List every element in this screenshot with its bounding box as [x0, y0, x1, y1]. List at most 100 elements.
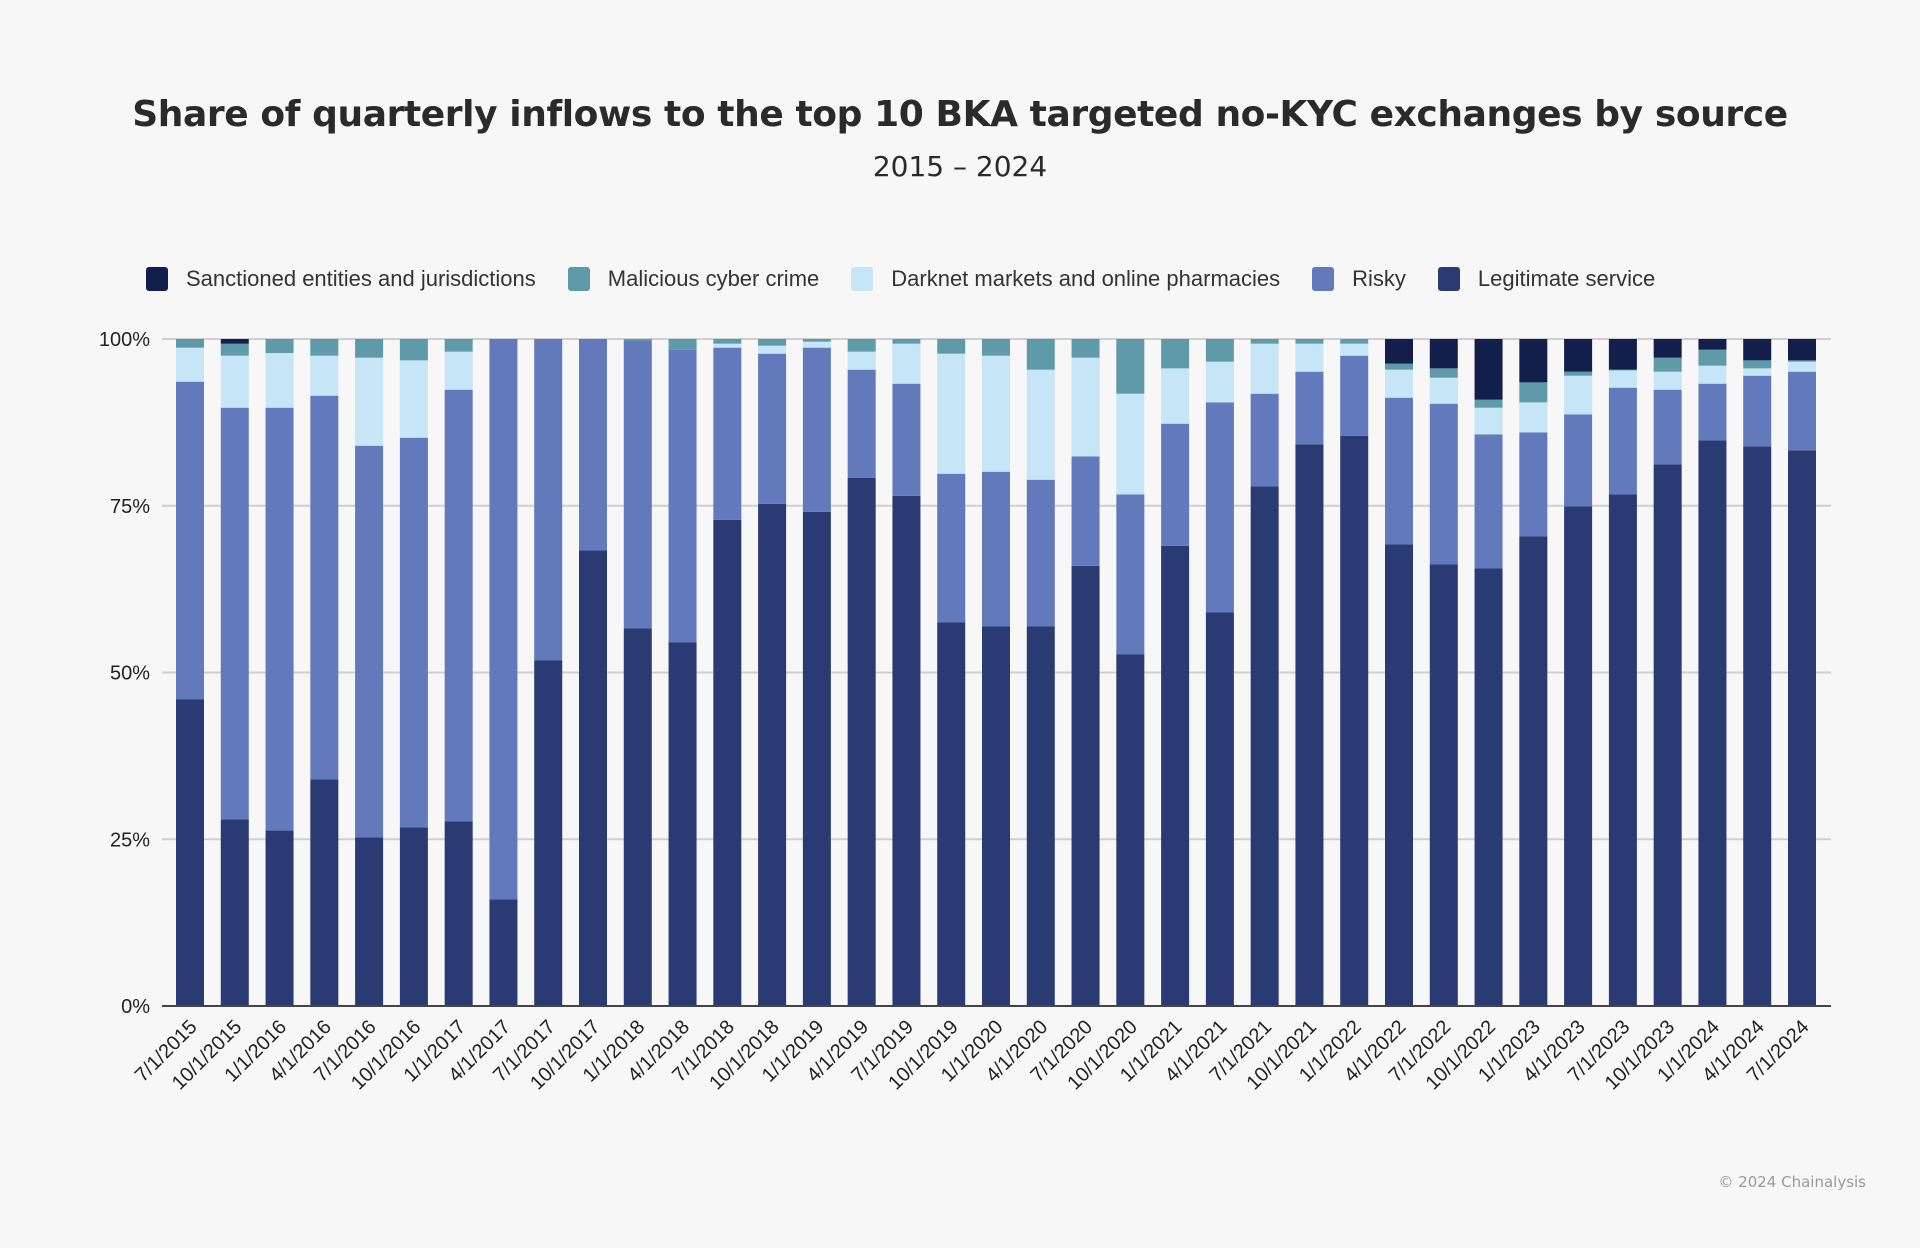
bar-segment-legitimate-service [713, 519, 742, 1006]
bar-segment-legitimate-service [668, 642, 697, 1006]
chart-subtitle: 2015 – 2024 [872, 150, 1048, 183]
bar-stack [579, 339, 607, 1006]
bar-segment-sanctioned-entities-and-jurisdictions [1653, 339, 1682, 358]
bar-segment-darknet-markets-and-online-pharmacies [1608, 370, 1637, 388]
bar-segment-malicious-cyber-crime [1340, 339, 1369, 344]
bar-stack [1519, 339, 1548, 1006]
bar-segment-risky [444, 389, 473, 822]
bar-segment-darknet-markets-and-online-pharmacies [310, 355, 339, 396]
bar-segment-risky [1385, 397, 1413, 545]
bar-segment-malicious-cyber-crime [1474, 399, 1503, 408]
bar-segment-sanctioned-entities-and-jurisdictions [1519, 339, 1548, 383]
bar-segment-darknet-markets-and-online-pharmacies [892, 343, 921, 384]
bar-stack [1026, 339, 1055, 1006]
bar-segment-malicious-cyber-crime [1653, 357, 1682, 372]
bar-segment-darknet-markets-and-online-pharmacies [1788, 361, 1816, 372]
bar-segment-malicious-cyber-crime [220, 343, 249, 356]
bar-segment-darknet-markets-and-online-pharmacies [1429, 377, 1458, 404]
bar-segment-legitimate-service [1385, 544, 1413, 1006]
bar-segment-risky [1519, 432, 1548, 537]
bar-stack [220, 339, 249, 1006]
bar-stack [1295, 339, 1324, 1006]
bar-segment-risky [1788, 371, 1816, 451]
bar-segment-legitimate-service [1653, 464, 1682, 1006]
bar-segment-legitimate-service [1788, 450, 1816, 1006]
legend-item-risky: Risky [1312, 266, 1406, 292]
bar-segment-legitimate-service [1474, 568, 1503, 1006]
bar-segment-malicious-cyber-crime [1385, 363, 1413, 370]
bar-segment-malicious-cyber-crime [802, 339, 831, 342]
bar-segment-risky [847, 369, 876, 478]
bar-segment-sanctioned-entities-and-jurisdictions [1429, 339, 1458, 369]
bar-segment-malicious-cyber-crime [847, 339, 876, 352]
bar-segment-malicious-cyber-crime [176, 339, 204, 348]
bar-segment-legitimate-service [489, 899, 518, 1006]
bar-segment-legitimate-service [1205, 612, 1234, 1006]
bar-segment-darknet-markets-and-online-pharmacies [1474, 407, 1503, 435]
copyright: © 2024 Chainalysis [1718, 1173, 1866, 1191]
bar-segment-malicious-cyber-crime [399, 339, 428, 361]
bar-segment-legitimate-service [892, 495, 921, 1006]
legend-label-sanctioned: Sanctioned entities and jurisdictions [186, 266, 536, 291]
bar-segment-legitimate-service [1608, 494, 1637, 1006]
legend-label-risky: Risky [1352, 266, 1406, 291]
bar-segment-risky [399, 437, 428, 828]
bar-segment-legitimate-service [847, 477, 876, 1007]
bar-segment-risky [1205, 402, 1234, 613]
bar-segment-risky [1250, 393, 1279, 487]
bar-segment-darknet-markets-and-online-pharmacies [1116, 393, 1145, 495]
bar-segment-darknet-markets-and-online-pharmacies [220, 355, 249, 408]
bar-segment-malicious-cyber-crime [1250, 339, 1279, 344]
y-tick-label: 25% [110, 829, 150, 851]
bar-segment-legitimate-service [1116, 654, 1145, 1006]
legend-item-legitimate: Legitimate service [1437, 266, 1655, 292]
legend-item-malicious: Malicious cyber crime [567, 266, 819, 292]
bar-segment-risky [1026, 479, 1055, 627]
bar-segment-sanctioned-entities-and-jurisdictions [1788, 339, 1816, 361]
bar-segment-malicious-cyber-crime [758, 339, 787, 346]
bar-segment-sanctioned-entities-and-jurisdictions [1385, 339, 1413, 364]
bar-segment-malicious-cyber-crime [444, 339, 473, 352]
bar-segment-legitimate-service [176, 699, 204, 1006]
bar-segment-darknet-markets-and-online-pharmacies [847, 351, 876, 370]
bar-segment-darknet-markets-and-online-pharmacies [399, 360, 428, 438]
bar-segment-sanctioned-entities-and-jurisdictions [1564, 339, 1593, 372]
bar-segment-risky [623, 341, 652, 629]
bar-segment-risky [1161, 423, 1190, 546]
bar-segment-risky [1116, 494, 1145, 655]
legend-swatch-risky [1312, 267, 1335, 291]
legend-swatch-malicious [567, 267, 590, 291]
bar-segment-legitimate-service [355, 837, 384, 1006]
bar-segment-malicious-cyber-crime [355, 339, 384, 358]
legend-item-darknet: Darknet markets and online pharmacies [851, 266, 1280, 292]
bar-segment-legitimate-service [1295, 444, 1324, 1006]
bar-segment-darknet-markets-and-online-pharmacies [713, 343, 742, 348]
bar-segment-legitimate-service [982, 626, 1010, 1006]
bar-segment-legitimate-service [399, 827, 428, 1006]
bar-segment-malicious-cyber-crime [1295, 339, 1324, 344]
bar-stack [1071, 339, 1100, 1006]
bar-stack [399, 339, 428, 1006]
bar-segment-legitimate-service [1250, 486, 1279, 1007]
bar-stack [713, 339, 742, 1006]
bar-stack [668, 339, 697, 1006]
bar-segment-risky [220, 407, 249, 820]
bar-stack [1608, 339, 1637, 1006]
bar-stack [1161, 339, 1190, 1006]
bar-stack [1474, 339, 1503, 1006]
y-tick-label: 100% [99, 329, 150, 351]
bar-stack [1653, 339, 1682, 1006]
bar-segment-risky [1429, 403, 1458, 565]
bar-segment-legitimate-service [623, 628, 652, 1006]
bar-segment-legitimate-service [265, 830, 294, 1006]
x-axis-ticks: 7/1/201510/1/20151/1/20164/1/20167/1/201… [131, 1016, 1814, 1094]
bar-segment-sanctioned-entities-and-jurisdictions [220, 339, 249, 344]
bar-stack [265, 339, 294, 1006]
bar-stack [802, 339, 831, 1006]
bar-segment-risky [1653, 389, 1682, 465]
bar-segment-legitimate-service [1429, 564, 1458, 1006]
bar-segment-legitimate-service [1519, 536, 1548, 1006]
bar-segment-darknet-markets-and-online-pharmacies [1340, 343, 1369, 356]
bar-stack [982, 339, 1010, 1006]
